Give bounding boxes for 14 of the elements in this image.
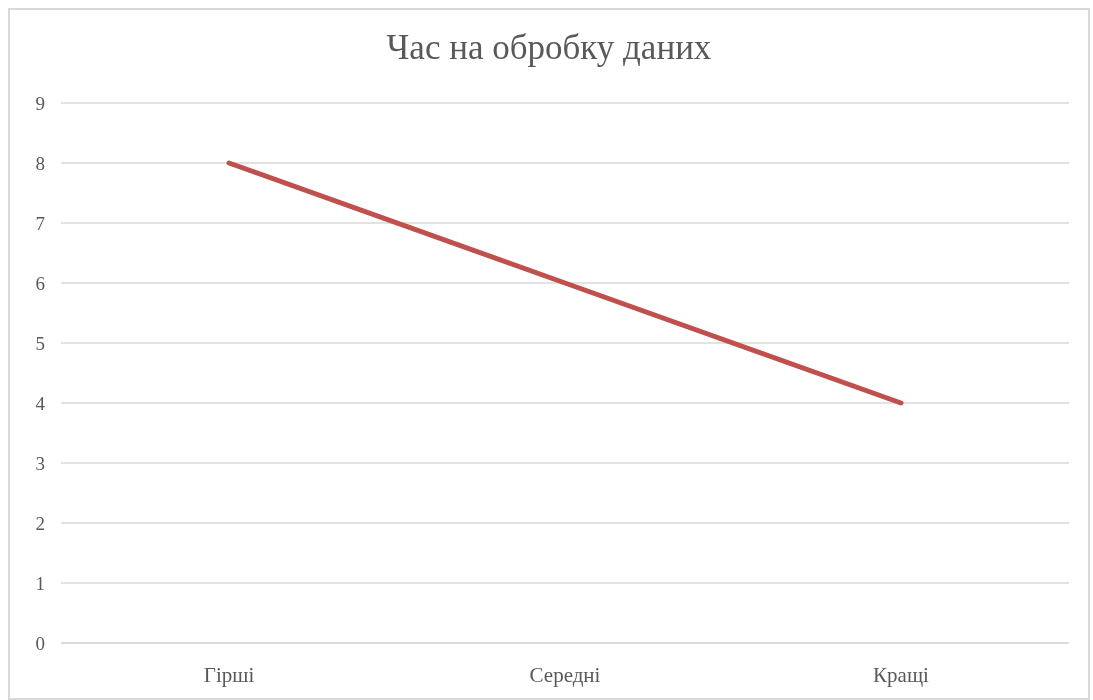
chart-title: Час на обробку даних xyxy=(385,28,713,68)
y-tick-label: 8 xyxy=(35,152,45,174)
y-tick-label: 0 xyxy=(35,632,45,654)
y-tick-label: 3 xyxy=(35,452,45,474)
x-tick-label: Кращі xyxy=(873,662,930,687)
y-tick-label: 5 xyxy=(35,332,45,354)
x-tick-label: Гірші xyxy=(203,662,255,687)
y-tick-label: 4 xyxy=(35,392,46,414)
y-tick-label: 2 xyxy=(35,512,45,534)
y-tick-label: 9 xyxy=(35,92,45,114)
y-tick-label: 7 xyxy=(35,212,45,234)
y-tick-label: 6 xyxy=(35,272,45,294)
y-tick-label: 1 xyxy=(35,572,45,594)
x-tick-label: Середні xyxy=(529,662,601,687)
